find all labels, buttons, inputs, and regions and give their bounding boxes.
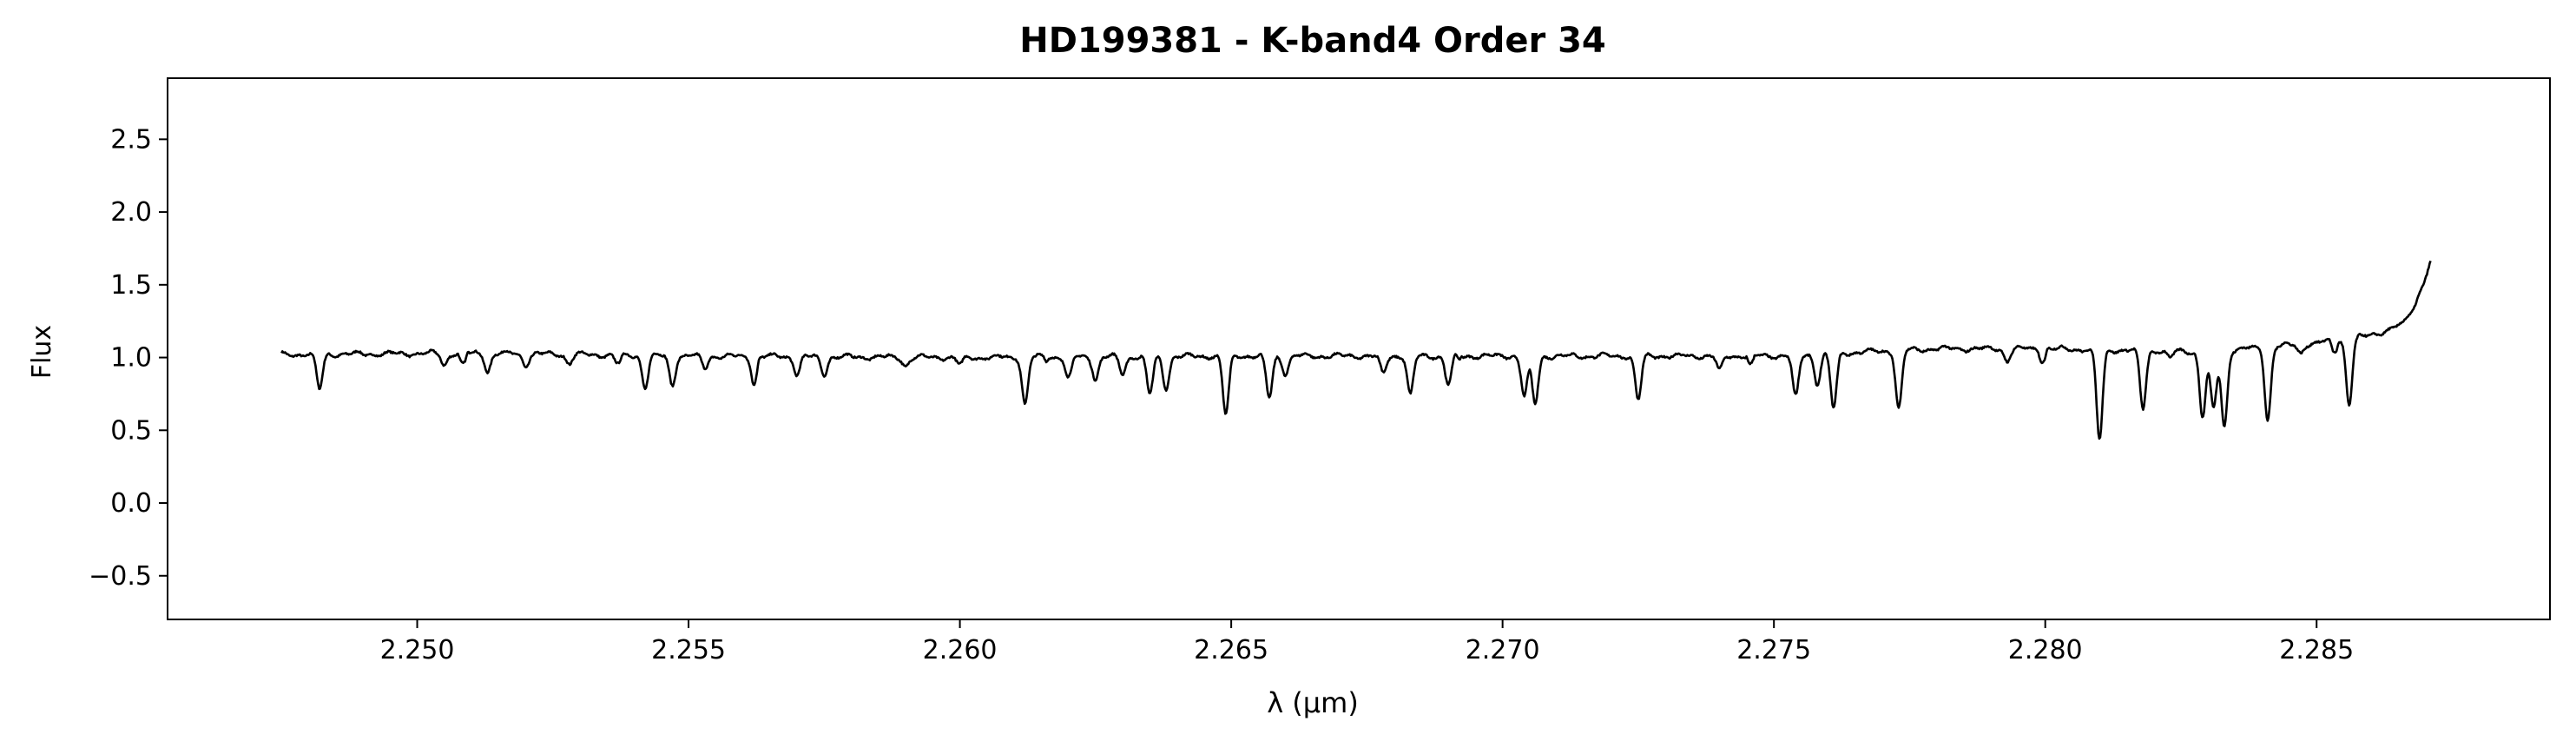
x-axis-label: λ (μm) bbox=[1267, 686, 1359, 719]
x-tick-label: 2.250 bbox=[380, 635, 455, 665]
y-tick-label: 1.0 bbox=[110, 343, 152, 374]
x-tick-label: 2.265 bbox=[1194, 635, 1268, 665]
y-tick-label: 0.0 bbox=[110, 488, 152, 519]
plot-area-frame bbox=[167, 77, 2551, 620]
y-tick-label: −0.5 bbox=[89, 561, 152, 592]
y-tick-label: 2.0 bbox=[110, 197, 152, 228]
chart-title: HD199381 - K-band4 Order 34 bbox=[1019, 21, 1606, 61]
x-tick-label: 2.275 bbox=[1736, 635, 1811, 665]
y-axis-label-group: Flux bbox=[27, 325, 57, 379]
axis-ticks: 2.250 2.255 2.260 2.265 2.270 2.275 2.280 2.285… bbox=[89, 124, 2354, 665]
spectrum-series-line bbox=[280, 260, 2432, 440]
y-tick-label: 0.5 bbox=[110, 415, 152, 446]
x-tick-label: 2.285 bbox=[2279, 635, 2354, 665]
y-tick-label: 1.5 bbox=[110, 270, 152, 301]
x-tick-label: 2.255 bbox=[651, 635, 726, 665]
x-tick-label: 2.280 bbox=[2008, 635, 2083, 665]
x-tick-label: 2.270 bbox=[1466, 635, 1540, 665]
y-tick-label: 2.5 bbox=[110, 124, 152, 155]
x-tick-label: 2.260 bbox=[923, 635, 998, 665]
y-axis-label: Flux bbox=[27, 325, 57, 379]
